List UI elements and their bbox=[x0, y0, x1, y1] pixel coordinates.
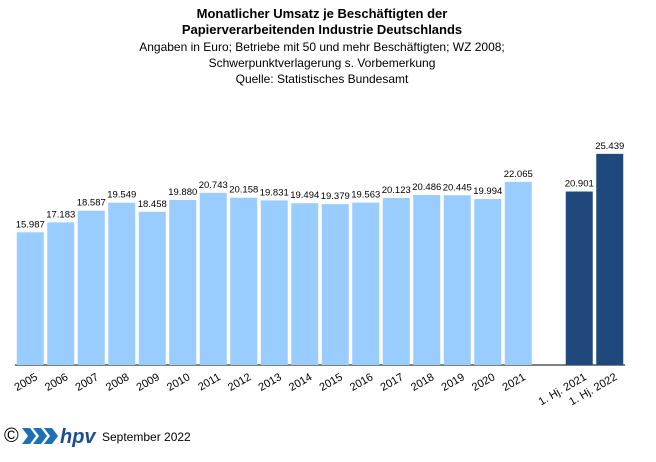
value-label: 19.379 bbox=[321, 191, 350, 202]
value-label: 15.987 bbox=[16, 219, 45, 230]
bar bbox=[16, 232, 44, 365]
chart-subtitle: Angaben in Euro; Betriebe mit 50 und meh… bbox=[139, 40, 505, 54]
value-label: 20.445 bbox=[443, 182, 472, 193]
bar bbox=[77, 210, 105, 365]
value-label: 22.065 bbox=[504, 169, 533, 180]
x-tick-label: 2014 bbox=[287, 371, 314, 394]
bar bbox=[596, 153, 624, 365]
bar bbox=[230, 197, 258, 365]
value-label: 25.439 bbox=[595, 141, 624, 152]
bar bbox=[382, 197, 410, 365]
bar bbox=[504, 181, 532, 365]
x-tick-label: 2017 bbox=[379, 371, 406, 394]
logo-icon bbox=[22, 428, 58, 444]
value-label: 18.458 bbox=[138, 199, 167, 210]
value-label: 19.831 bbox=[260, 187, 289, 198]
copyright: © bbox=[4, 425, 19, 447]
value-label: 20.901 bbox=[565, 179, 594, 190]
chart-title: Papierverarbeitenden Industrie Deutschla… bbox=[182, 22, 462, 37]
chart-title: Monatlicher Umsatz je Beschäftigten der bbox=[197, 6, 448, 21]
x-tick-label: 2020 bbox=[470, 371, 497, 394]
x-tick-label: 2016 bbox=[348, 371, 375, 394]
bar bbox=[413, 194, 441, 365]
x-tick-label: 2015 bbox=[318, 371, 345, 394]
x-tick-label: 2009 bbox=[135, 371, 162, 394]
bar bbox=[47, 222, 75, 365]
logo-text: hpv bbox=[60, 426, 97, 448]
bar bbox=[474, 199, 502, 365]
x-tick-label: 2021 bbox=[501, 371, 528, 394]
x-tick-label: 2008 bbox=[104, 371, 131, 394]
bar bbox=[169, 199, 197, 365]
x-tick-label: 2010 bbox=[165, 371, 192, 394]
x-tick-label: 2018 bbox=[409, 371, 436, 394]
bar bbox=[565, 191, 593, 365]
value-label: 20.743 bbox=[199, 180, 228, 191]
bar bbox=[443, 195, 471, 365]
bar bbox=[321, 204, 349, 365]
value-label: 19.563 bbox=[351, 190, 380, 201]
chart-subtitle: Quelle: Statistisches Bundesamt bbox=[236, 72, 409, 86]
value-label: 20.158 bbox=[229, 185, 258, 196]
value-label: 18.587 bbox=[77, 198, 106, 209]
bar bbox=[260, 200, 288, 365]
bar bbox=[199, 192, 227, 365]
bar bbox=[138, 211, 166, 365]
chart-subtitle: Schwerpunktverlagerung s. Vorbemerkung bbox=[209, 56, 436, 70]
x-tick-label: 2007 bbox=[74, 371, 101, 394]
footer-date: September 2022 bbox=[102, 430, 191, 444]
value-label: 19.549 bbox=[107, 190, 136, 201]
value-label: 19.880 bbox=[168, 187, 197, 198]
bar bbox=[108, 202, 136, 365]
bar bbox=[352, 202, 380, 365]
x-tick-label: 2019 bbox=[440, 371, 467, 394]
value-label: 19.494 bbox=[290, 190, 319, 201]
value-label: 17.183 bbox=[46, 209, 75, 220]
value-label: 19.994 bbox=[473, 186, 502, 197]
x-tick-label: 2006 bbox=[43, 371, 70, 394]
value-label: 20.123 bbox=[382, 185, 411, 196]
x-tick-label: 2005 bbox=[13, 371, 40, 394]
value-label: 20.486 bbox=[412, 182, 441, 193]
x-tick-label: 2013 bbox=[257, 371, 284, 394]
x-tick-label: 2012 bbox=[226, 371, 253, 394]
bar bbox=[291, 203, 319, 365]
x-tick-label: 2011 bbox=[196, 371, 222, 393]
